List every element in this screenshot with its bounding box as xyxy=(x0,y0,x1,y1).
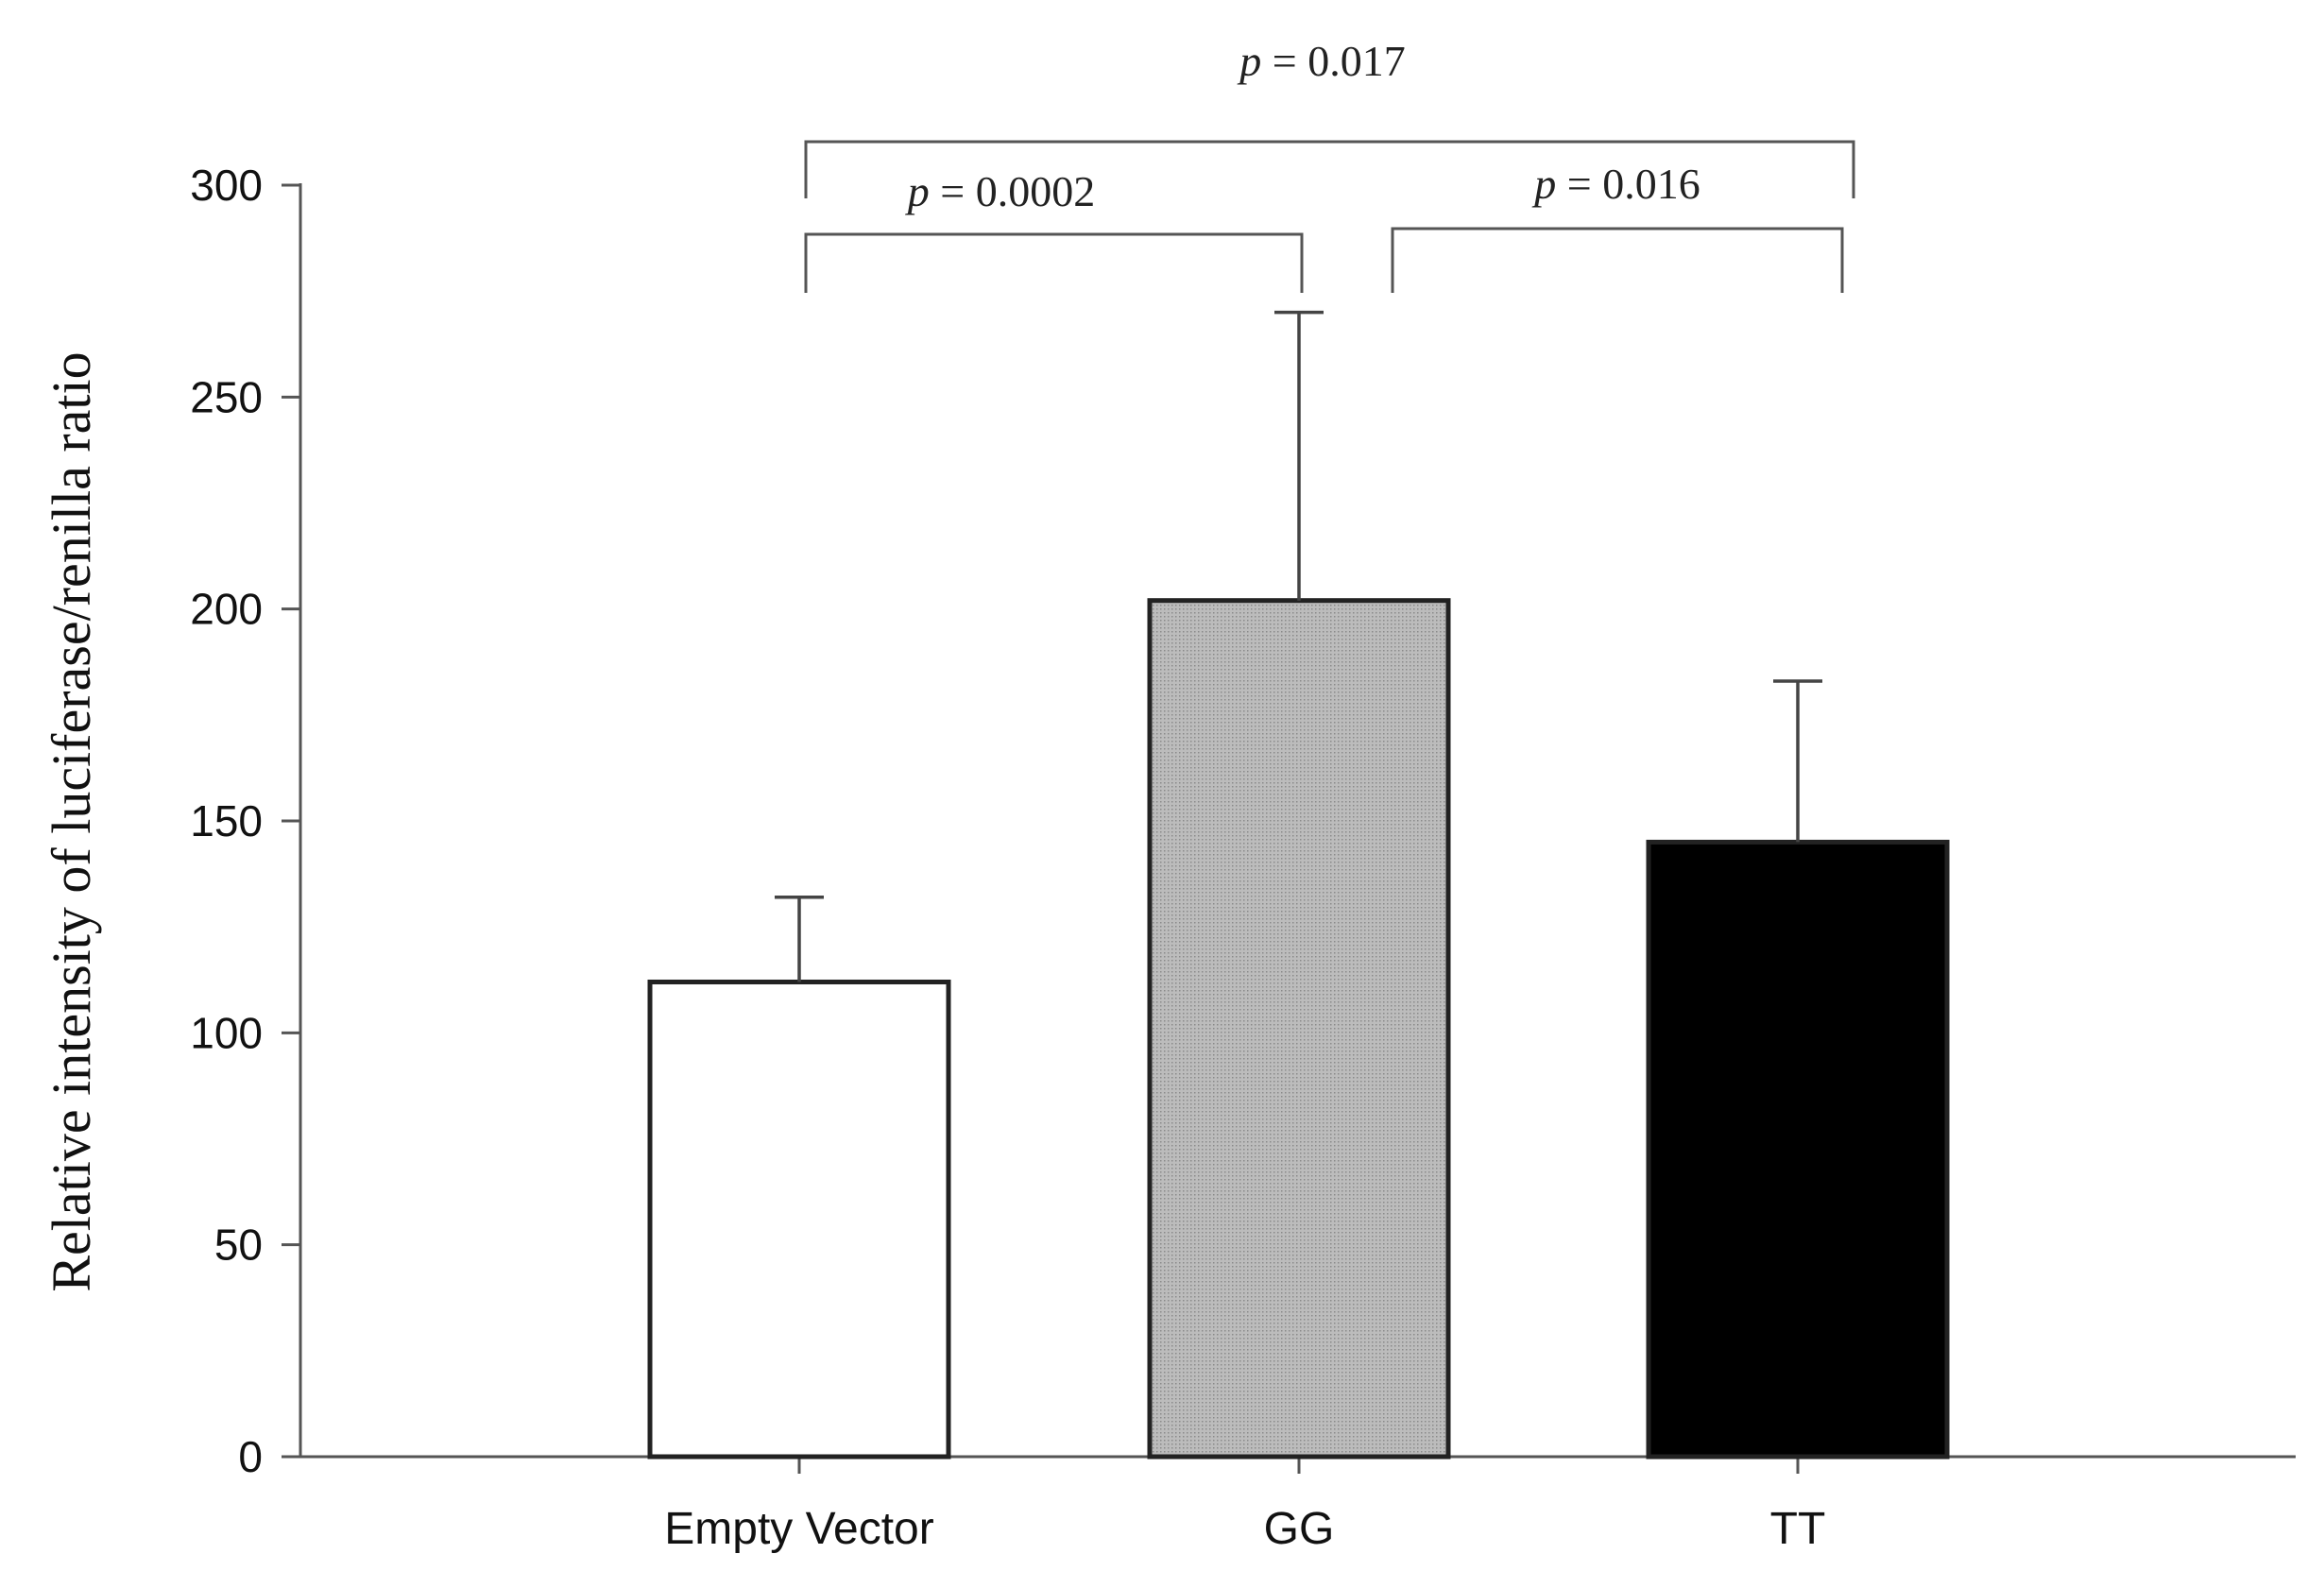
y-axis: 0 50 100 150 200 250 300 xyxy=(190,161,302,1481)
y-tick-label: 150 xyxy=(190,796,263,845)
significance-brackets: p = 0.0002 p = 0.016 p = 0.017 xyxy=(804,37,1855,293)
x-tick-label: GG xyxy=(1264,1504,1335,1554)
y-tick-label: 50 xyxy=(214,1221,263,1270)
y-tick-label: 100 xyxy=(190,1008,263,1057)
y-tick-label: 200 xyxy=(190,585,263,634)
significance-label: p = 0.017 xyxy=(1237,37,1405,85)
x-tick-label: TT xyxy=(1770,1504,1826,1554)
x-axis: Empty Vector GG TT xyxy=(300,1455,2296,1554)
significance-label: p = 0.016 xyxy=(1531,160,1700,208)
error-bars xyxy=(775,310,1822,982)
bar xyxy=(647,979,951,1460)
x-tick-label: Empty Vector xyxy=(664,1504,933,1554)
significance-bracket xyxy=(804,140,1855,198)
y-tick-label: 300 xyxy=(190,161,263,210)
significance-label: p = 0.0002 xyxy=(905,167,1095,215)
bar xyxy=(1646,839,1950,1460)
significance-bracket xyxy=(1391,227,1844,293)
significance-bracket xyxy=(804,232,1304,293)
y-axis-label: Relative intensity of luciferase/renilla… xyxy=(41,351,102,1291)
y-tick-label: 0 xyxy=(238,1432,263,1481)
y-tick-label: 250 xyxy=(190,372,263,421)
bar xyxy=(1147,598,1451,1460)
bars xyxy=(647,598,1950,1460)
